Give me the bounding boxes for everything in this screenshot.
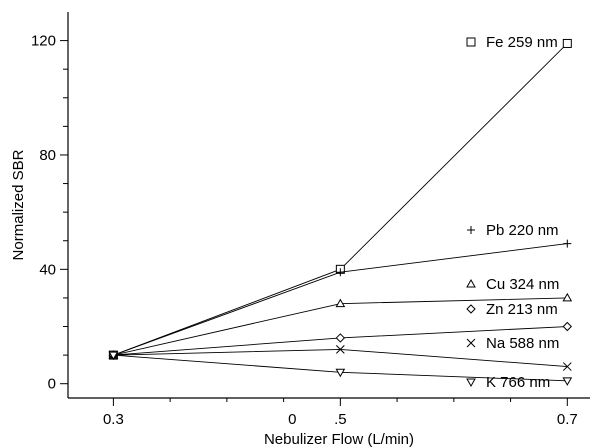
data-point xyxy=(562,38,572,48)
x-axis-label: Nebulizer Flow (L/min) xyxy=(264,431,414,448)
legend-marker xyxy=(466,304,476,314)
legend-entry: Na 588 nm xyxy=(466,335,559,352)
data-point xyxy=(562,377,573,386)
legend-marker xyxy=(467,226,475,234)
x-tick-label: .5 xyxy=(334,411,347,428)
data-point xyxy=(108,351,119,361)
legend-label: Na 588 nm xyxy=(486,335,559,352)
data-point xyxy=(335,333,346,343)
data-point xyxy=(335,298,346,308)
y-tick-label: 0 xyxy=(48,376,56,393)
y-axis-label: Normalized SBR xyxy=(10,149,27,260)
legend-marker xyxy=(466,378,476,388)
data-point xyxy=(335,368,346,378)
data-point xyxy=(563,239,572,248)
y-tick-label: 40 xyxy=(39,261,56,278)
y-tick-label: 120 xyxy=(31,33,56,50)
x-tick-label: 0 xyxy=(288,411,296,428)
data-point xyxy=(562,321,573,332)
legend-label: Cu 324 nm xyxy=(486,276,559,293)
x-tick-label: 0.7 xyxy=(557,411,578,428)
legend-entry: Fe 259 nm xyxy=(466,34,558,51)
y-tick-label: 80 xyxy=(39,147,56,164)
series-triangle-down xyxy=(108,351,573,386)
legend-label: K 766 nm xyxy=(486,374,550,391)
data-point xyxy=(562,292,573,302)
legend-entry: Pb 220 nm xyxy=(467,222,559,239)
data-point xyxy=(336,268,345,277)
data-point xyxy=(335,345,345,354)
legend-entry: K 766 nm xyxy=(466,374,550,391)
legend-entry: Cu 324 nm xyxy=(466,276,559,293)
data-point xyxy=(562,362,572,371)
legend-marker xyxy=(466,338,476,348)
legend-marker xyxy=(466,278,476,288)
legend-label: Zn 213 nm xyxy=(486,301,558,318)
legend-label: Pb 220 nm xyxy=(486,222,559,239)
legend-label: Fe 259 nm xyxy=(486,34,558,51)
legend-entry: Zn 213 nm xyxy=(466,301,558,318)
legend: Fe 259 nm Pb 220 nm Cu 324 nm Zn 213 nm Na 5… xyxy=(466,34,559,391)
axes: 0 40 80 120 0.3 0 .5 0.7 xyxy=(31,12,590,428)
series-layer xyxy=(108,38,573,386)
x-tick-label: 0.3 xyxy=(103,411,124,428)
legend-marker xyxy=(466,37,476,47)
